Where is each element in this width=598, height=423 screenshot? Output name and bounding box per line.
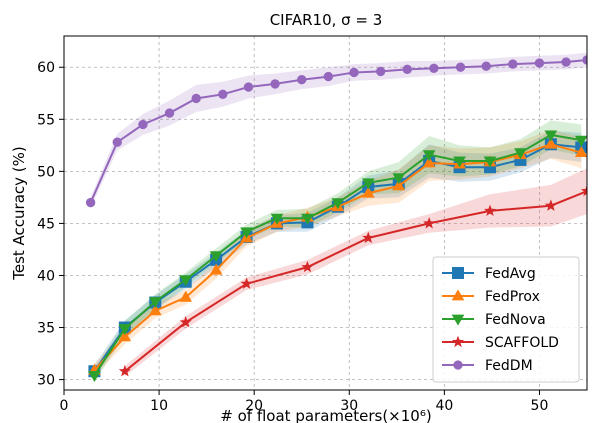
- y-tick-label: 60: [37, 60, 55, 76]
- y-tick-label: 50: [37, 164, 55, 180]
- data-point: [514, 148, 527, 160]
- y-tick-label: 55: [37, 112, 55, 128]
- data-point: [544, 130, 558, 142]
- data-point: [118, 330, 132, 342]
- data-point: [361, 178, 375, 190]
- data-point: [243, 82, 254, 92]
- data-point: [362, 231, 375, 244]
- data-point: [422, 150, 436, 162]
- data-point: [429, 63, 439, 73]
- data-point: [582, 55, 587, 65]
- data-point: [392, 179, 406, 191]
- data-point: [452, 267, 464, 279]
- data-point: [297, 75, 307, 85]
- data-point: [138, 119, 148, 130]
- data-point: [544, 199, 557, 211]
- data-point: [375, 66, 386, 77]
- data-point: [85, 197, 96, 208]
- axes: 0 10 20 30 40 50 30 35 40 45 50 55 60: [37, 35, 588, 414]
- data-point: [148, 297, 162, 309]
- data-point: [423, 217, 436, 229]
- data-point: [323, 71, 334, 82]
- legend-label: FedNova: [485, 312, 546, 328]
- data-point: [148, 304, 162, 316]
- y-tick-label: 40: [37, 268, 55, 284]
- chart-title: CIFAR10, σ = 3: [270, 11, 383, 29]
- data-point: [240, 227, 253, 239]
- x-tick-label: 40: [435, 398, 453, 414]
- legend-box: [432, 256, 580, 383]
- data-point: [534, 58, 545, 68]
- data-point: [544, 137, 558, 149]
- legend: FedAvg FedProx FedNova SCAFFOLD FedDM: [432, 256, 580, 383]
- data-point: [179, 275, 193, 287]
- data-point: [209, 251, 223, 263]
- data-point: [451, 314, 465, 326]
- data-point: [270, 79, 280, 89]
- data-point: [455, 62, 466, 72]
- data-point: [218, 89, 228, 99]
- data-point: [453, 156, 466, 168]
- series-lines: [85, 55, 587, 383]
- data-point: [561, 57, 571, 67]
- data-point: [483, 204, 497, 217]
- data-point: [118, 324, 132, 336]
- y-tick-label: 45: [37, 216, 55, 232]
- data-point: [481, 61, 491, 71]
- legend-label: FedAvg: [485, 266, 536, 282]
- data-point: [301, 260, 314, 273]
- data-point: [209, 263, 223, 275]
- data-point: [574, 146, 587, 158]
- data-point: [270, 213, 284, 225]
- data-point: [580, 184, 587, 197]
- data-point: [88, 371, 101, 383]
- x-tick-label: 0: [60, 398, 69, 414]
- data-point: [331, 198, 345, 210]
- data-point: [483, 156, 497, 168]
- x-tick-label: 50: [531, 398, 549, 414]
- data-point: [179, 316, 192, 328]
- data-point: [451, 335, 465, 348]
- y-tick-label: 35: [37, 321, 55, 337]
- plot-frame: [63, 35, 588, 391]
- data-point: [392, 173, 406, 185]
- x-tick-label: 10: [150, 398, 168, 414]
- error-band: [124, 168, 587, 377]
- data-point: [164, 108, 175, 118]
- data-point: [402, 64, 412, 74]
- data-point: [453, 360, 463, 370]
- x-axis-label: # of float parameters(×10⁶): [220, 407, 431, 423]
- error-band: [94, 130, 582, 378]
- data-point: [301, 213, 314, 225]
- x-tick-label: 20: [245, 398, 263, 414]
- data-point: [191, 93, 201, 104]
- legend-label: FedDM: [485, 358, 533, 374]
- data-point: [118, 364, 131, 377]
- error-band: [90, 52, 587, 208]
- data-point: [240, 277, 253, 289]
- data-point: [112, 137, 122, 147]
- x-tick-label: 30: [340, 398, 358, 414]
- data-point: [361, 186, 375, 198]
- data-point: [422, 156, 436, 168]
- data-point: [179, 290, 193, 302]
- data-point: [451, 289, 465, 301]
- y-tick-label: 30: [37, 373, 55, 389]
- legend-label: SCAFFOLD: [485, 335, 559, 351]
- data-point: [574, 135, 587, 147]
- y-axis-label: Test Accuracy (%): [10, 146, 28, 281]
- data-point: [349, 67, 359, 78]
- data-point: [508, 59, 518, 69]
- legend-label: FedProx: [485, 289, 540, 305]
